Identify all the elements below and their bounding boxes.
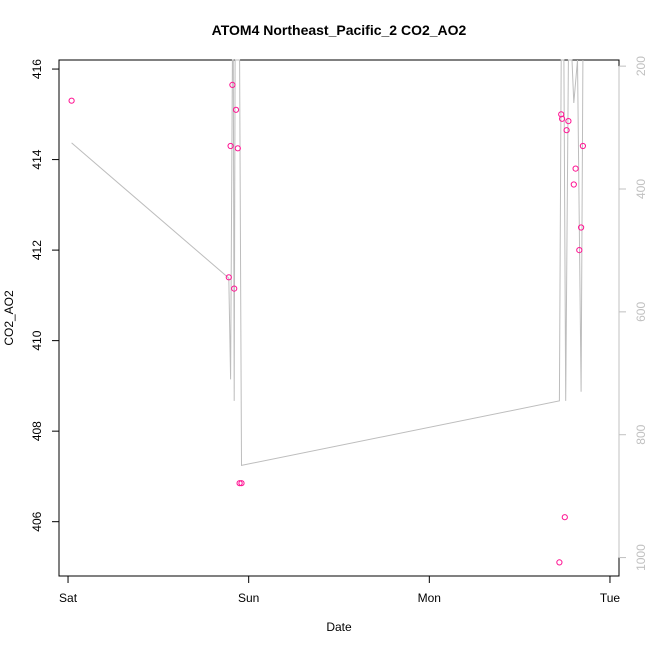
chart-title: ATOM4 Northeast_Pacific_2 CO2_AO2 xyxy=(212,22,467,38)
y2-tick-label: 600 xyxy=(634,302,648,322)
data-point xyxy=(563,127,570,134)
y-axis: 406 408 410 412 414 416 xyxy=(30,59,60,532)
x-axis-label: Date xyxy=(326,620,352,634)
data-point xyxy=(229,81,236,89)
data-point xyxy=(579,142,587,150)
data-point xyxy=(556,559,563,566)
data-point xyxy=(576,247,583,254)
data-point xyxy=(238,480,245,487)
data-point xyxy=(236,480,243,487)
plot-area-frame xyxy=(58,59,620,577)
data-point xyxy=(227,142,234,150)
y-axis-secondary: 200 400 600 800 1000 xyxy=(618,56,648,571)
x-tick-label: Mon xyxy=(418,591,441,605)
primary-series-points xyxy=(68,81,587,566)
x-tick-label: Sun xyxy=(238,591,259,605)
y-axis-label: CO2_AO2 xyxy=(2,290,16,346)
x-tick-label: Sat xyxy=(59,591,78,605)
data-point xyxy=(558,111,565,118)
data-point xyxy=(561,514,568,521)
y2-tick-label: 400 xyxy=(634,179,648,199)
data-point xyxy=(578,224,585,231)
data-point xyxy=(559,115,566,122)
data-point xyxy=(565,118,572,125)
y-tick-label: 416 xyxy=(30,59,44,79)
data-point xyxy=(225,274,232,281)
y2-tick-label: 200 xyxy=(634,56,648,76)
data-point xyxy=(234,145,241,152)
data-point xyxy=(68,97,75,104)
data-point xyxy=(572,165,579,172)
y2-tick-label: 800 xyxy=(634,424,648,444)
x-axis: Sat Sun Mon Tue xyxy=(59,575,621,605)
y-tick-label: 408 xyxy=(30,421,44,441)
x-tick-label: Tue xyxy=(600,591,621,605)
y-tick-label: 414 xyxy=(30,149,44,169)
y-tick-label: 410 xyxy=(30,330,44,350)
secondary-series-line xyxy=(71,59,584,467)
y-tick-label: 412 xyxy=(30,240,44,260)
y-tick-label: 406 xyxy=(30,511,44,531)
series-line xyxy=(71,59,584,467)
data-point xyxy=(570,181,577,188)
data-point xyxy=(231,285,238,292)
data-point xyxy=(232,106,240,113)
y2-tick-label: 1000 xyxy=(634,544,648,571)
